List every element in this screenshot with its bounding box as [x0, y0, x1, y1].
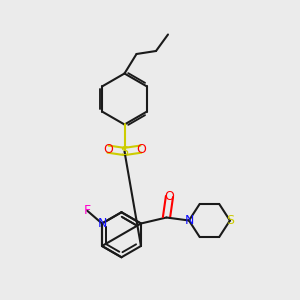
Text: O: O — [103, 142, 113, 156]
Text: S: S — [226, 214, 234, 227]
Text: S: S — [121, 145, 128, 158]
Text: F: F — [84, 204, 91, 217]
Text: O: O — [164, 190, 174, 203]
Text: N: N — [184, 214, 194, 227]
Text: O: O — [136, 142, 146, 156]
Text: N: N — [97, 217, 107, 230]
